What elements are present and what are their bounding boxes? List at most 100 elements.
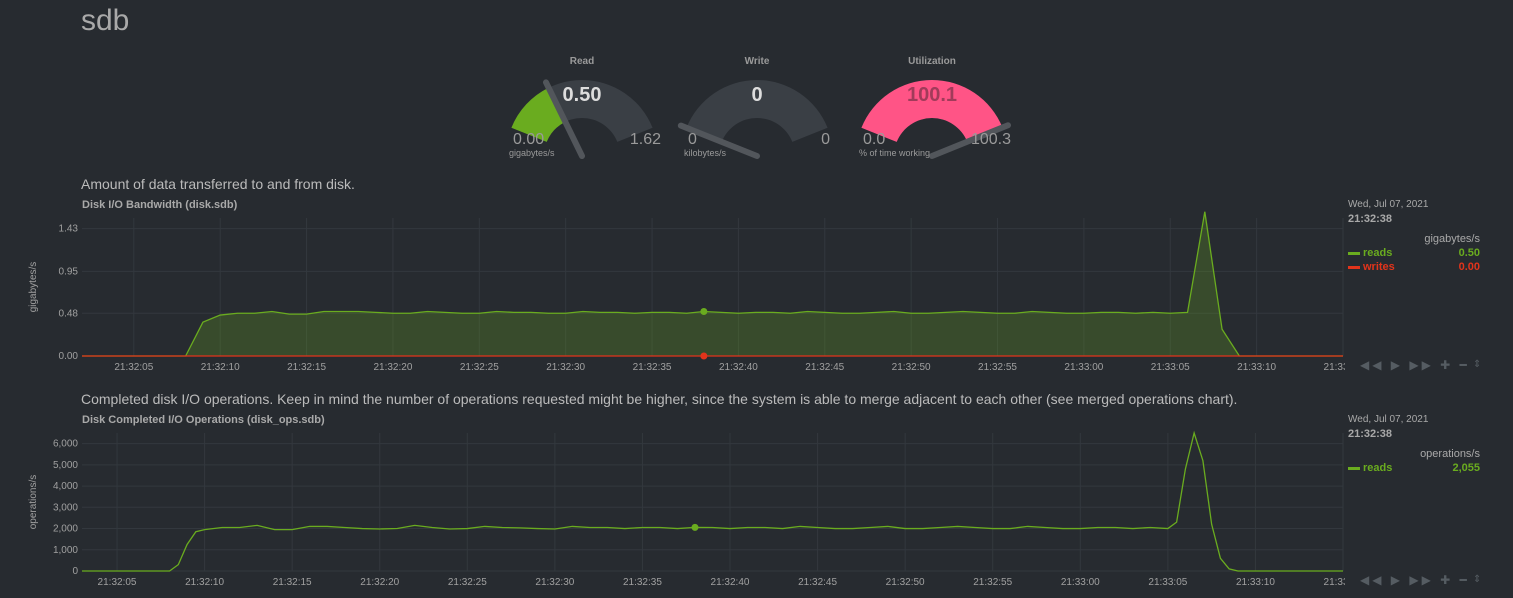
section-title: sdb: [81, 4, 130, 37]
bandwidth-legend: Wed, Jul 07, 2021 21:32:38 gigabytes/s r…: [1348, 199, 1480, 273]
highlight-point-reads: [691, 523, 699, 531]
gauge-track: [686, 80, 828, 142]
legend-time: 21:32:38: [1348, 428, 1393, 440]
gauge-needle: [929, 122, 1012, 159]
y-tick-label: 0.95: [59, 266, 79, 277]
y-tick-label: 1.43: [59, 224, 79, 235]
legend-item-writes[interactable]: writes 0.00: [1348, 261, 1480, 273]
legend-item-reads[interactable]: reads 0.50: [1348, 247, 1480, 259]
legend-item-reads[interactable]: reads 2,055: [1348, 462, 1480, 474]
x-tick-label: 21:32:05: [114, 362, 153, 373]
gauge-max: 100.3: [970, 131, 1011, 148]
x-tick-label: 21:33:00: [1064, 362, 1103, 373]
ops-description: Completed disk I/O operations. Keep in m…: [81, 391, 1238, 407]
highlight-point-reads: [700, 307, 708, 315]
gauge-arc: [861, 80, 1012, 159]
x-tick-label: 21:32:40: [719, 362, 758, 373]
gauge-unit: % of time working: [859, 148, 931, 158]
legend-reads-label: reads: [1363, 462, 1393, 474]
series-line-reads: [82, 430, 1343, 572]
x-tick-label: 21:32:20: [360, 577, 399, 588]
reads-swatch: [1348, 251, 1360, 255]
ops-resize-handle[interactable]: ⇕: [1473, 574, 1482, 585]
writes-swatch: [1348, 265, 1360, 269]
gauge-unit: kilobytes/s: [684, 148, 727, 158]
gauge-value: 0.50: [562, 84, 602, 106]
y-tick-label: 5,000: [53, 460, 78, 471]
y-tick-label: 0: [72, 566, 78, 577]
highlight-point-writes: [700, 352, 708, 360]
gauge-arc: [677, 80, 828, 159]
y-tick-label: 2,000: [53, 524, 78, 535]
x-tick-label: 21:32:45: [798, 577, 837, 588]
reads-swatch: [1348, 466, 1360, 470]
ops-chart-title: Disk Completed I/O Operations (disk_ops.…: [82, 414, 325, 426]
legend-reads-value: 0.50: [1458, 247, 1480, 259]
x-tick-label: 21:32:55: [978, 362, 1017, 373]
y-tick-label: 6,000: [53, 439, 78, 450]
x-tick-label: 21:32:10: [185, 577, 224, 588]
gauge-read: Read 0.50 0.00 1.62 gigabytes/s: [497, 56, 667, 176]
legend-reads-value: 2,055: [1452, 462, 1480, 474]
gauge-max: 1.62: [629, 131, 661, 148]
legend-time: 21:32:38: [1348, 213, 1393, 225]
x-tick-label: 21:32:15: [287, 362, 326, 373]
x-tick-label: 21:32:20: [373, 362, 412, 373]
legend-units: gigabytes/s: [1424, 233, 1480, 245]
gauge-needle: [677, 122, 760, 159]
legend-reads-label: reads: [1363, 247, 1393, 259]
gauge-value: 100.1: [906, 84, 958, 106]
x-tick-label: 21:32:35: [633, 362, 672, 373]
gauge-min: 0: [688, 131, 697, 148]
bandwidth-resize-handle[interactable]: ⇕: [1473, 359, 1482, 370]
gauge-title: Read: [569, 56, 595, 67]
bandwidth-chart-title: Disk I/O Bandwidth (disk.sdb): [82, 199, 238, 211]
gauge-write: Write 0 0 0 kilobytes/s: [672, 56, 842, 176]
x-tick-label: 21:33:15: [1324, 577, 1345, 588]
bandwidth-chart[interactable]: 0.00 0.48 0.95 1.43 21:32:05 21:32:10 21:32:15…: [0, 210, 1345, 375]
series-area-reads: [82, 211, 1343, 356]
legend-writes-label: writes: [1363, 261, 1395, 273]
y-tick-label: 0.00: [59, 351, 79, 362]
legend-date: Wed, Jul 07, 2021: [1348, 414, 1429, 425]
legend-date: Wed, Jul 07, 2021: [1348, 199, 1429, 210]
gauge-min: 0.0: [863, 131, 886, 148]
ops-toolbar[interactable]: ◀◀ ▶ ▶▶ ✚ ━: [1360, 573, 1470, 587]
gauge-needle: [542, 79, 585, 159]
y-tick-label: 4,000: [53, 481, 78, 492]
gauge-value: 0: [751, 84, 763, 106]
gauge-max: 0: [821, 131, 830, 148]
x-tick-label: 21:32:40: [711, 577, 750, 588]
gauge-fill: [861, 80, 1003, 142]
gauge-min: 0.00: [513, 131, 545, 148]
bandwidth-description: Amount of data transferred to and from d…: [81, 176, 355, 192]
x-tick-label: 21:32:05: [98, 577, 137, 588]
x-tick-label: 21:32:30: [546, 362, 585, 373]
x-tick-label: 21:33:10: [1236, 577, 1275, 588]
series-line-reads: [82, 211, 1343, 357]
x-tick-label: 21:32:50: [892, 362, 931, 373]
ops-legend: Wed, Jul 07, 2021 21:32:38 operations/s …: [1348, 414, 1480, 474]
gauge-title: Write: [744, 56, 770, 67]
bandwidth-toolbar[interactable]: ◀◀ ▶ ▶▶ ✚ ━: [1360, 358, 1470, 372]
y-axis-label: operations/s: [28, 475, 39, 529]
y-tick-label: 3,000: [53, 502, 78, 513]
x-tick-label: 21:32:10: [201, 362, 240, 373]
legend-writes-value: 0.00: [1458, 261, 1480, 273]
y-tick-label: 1,000: [53, 545, 78, 556]
gauge-utilization: Utilization 100.1 0.0 100.3 % of time workin…: [847, 56, 1017, 176]
x-tick-label: 21:33:05: [1148, 577, 1187, 588]
gauge-unit: gigabytes/s: [509, 148, 555, 158]
gauge-arc: [511, 79, 653, 159]
x-tick-label: 21:32:45: [805, 362, 844, 373]
x-tick-label: 21:32:50: [886, 577, 925, 588]
x-tick-label: 21:33:15: [1324, 362, 1345, 373]
y-axis-label: gigabytes/s: [28, 262, 39, 313]
gauge-fill: [511, 87, 566, 142]
ops-chart[interactable]: 0 1,000 2,000 3,000 4,000 5,000 6,000 21:32:05 2…: [0, 425, 1345, 595]
x-tick-label: 21:33:10: [1237, 362, 1276, 373]
x-tick-label: 21:32:15: [273, 577, 312, 588]
legend-units: operations/s: [1420, 448, 1480, 460]
x-tick-label: 21:33:00: [1061, 577, 1100, 588]
y-tick-label: 0.48: [59, 308, 79, 319]
